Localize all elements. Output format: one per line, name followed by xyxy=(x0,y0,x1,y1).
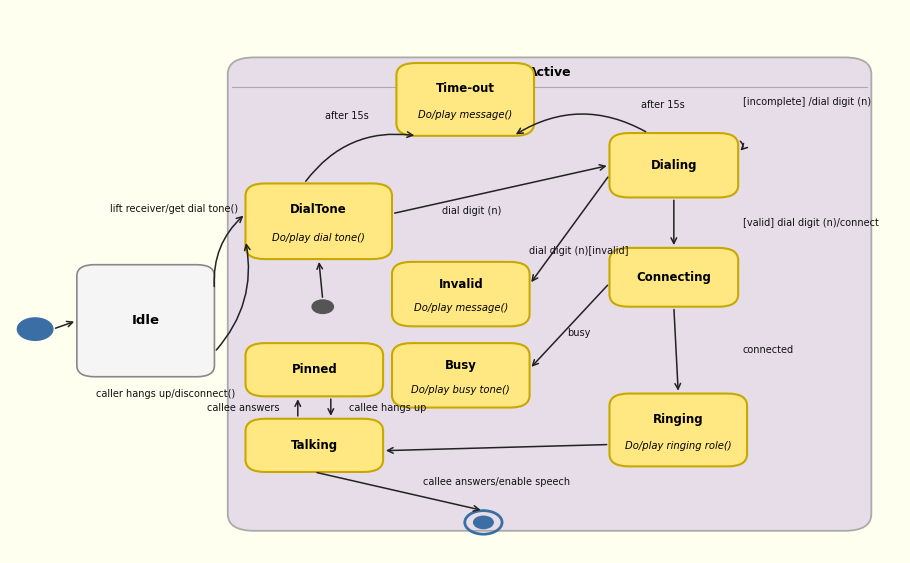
FancyBboxPatch shape xyxy=(397,63,534,136)
Text: Do/play message(): Do/play message() xyxy=(414,303,508,313)
Text: Pinned: Pinned xyxy=(291,363,338,376)
Text: callee answers/enable speech: callee answers/enable speech xyxy=(423,477,570,487)
FancyBboxPatch shape xyxy=(610,394,747,466)
FancyBboxPatch shape xyxy=(392,262,530,327)
Text: Do/play dial tone(): Do/play dial tone() xyxy=(272,233,365,243)
FancyBboxPatch shape xyxy=(246,184,392,259)
FancyBboxPatch shape xyxy=(610,133,738,198)
Text: Busy: Busy xyxy=(445,359,477,372)
Text: Dialing: Dialing xyxy=(651,159,697,172)
Text: Idle: Idle xyxy=(132,314,159,327)
Text: Talking: Talking xyxy=(291,439,338,452)
FancyBboxPatch shape xyxy=(610,248,738,307)
Text: [valid] dial digit (n)/connect: [valid] dial digit (n)/connect xyxy=(743,218,878,227)
Text: DialTone: DialTone xyxy=(290,203,347,216)
Text: connected: connected xyxy=(743,345,794,355)
Text: caller hangs up/disconnect(): caller hangs up/disconnect() xyxy=(96,388,236,399)
FancyBboxPatch shape xyxy=(76,265,215,377)
Text: Connecting: Connecting xyxy=(636,271,712,284)
Text: Time-out: Time-out xyxy=(436,82,495,95)
FancyBboxPatch shape xyxy=(246,419,383,472)
FancyBboxPatch shape xyxy=(228,57,872,531)
Text: busy: busy xyxy=(567,328,590,338)
Text: Do/play busy tone(): Do/play busy tone() xyxy=(411,385,511,395)
Text: [incomplete] /dial digit (n): [incomplete] /dial digit (n) xyxy=(743,97,871,107)
Text: dial digit (n)[invalid]: dial digit (n)[invalid] xyxy=(529,245,628,256)
Text: Ringing: Ringing xyxy=(653,413,703,426)
Text: callee hangs up: callee hangs up xyxy=(349,403,426,413)
Text: lift receiver/get dial tone(): lift receiver/get dial tone() xyxy=(110,204,238,214)
Text: Active: Active xyxy=(528,66,571,79)
Text: dial digit (n): dial digit (n) xyxy=(442,207,501,216)
Text: after 15s: after 15s xyxy=(641,100,684,110)
FancyBboxPatch shape xyxy=(246,343,383,396)
Circle shape xyxy=(17,318,53,340)
FancyBboxPatch shape xyxy=(392,343,530,408)
Circle shape xyxy=(312,300,333,314)
Text: Invalid: Invalid xyxy=(439,278,483,291)
Circle shape xyxy=(473,516,493,529)
Text: after 15s: after 15s xyxy=(326,111,369,121)
Text: callee answers: callee answers xyxy=(207,403,280,413)
Text: Do/play message(): Do/play message() xyxy=(418,110,512,120)
Text: Do/play ringing role(): Do/play ringing role() xyxy=(625,441,732,451)
